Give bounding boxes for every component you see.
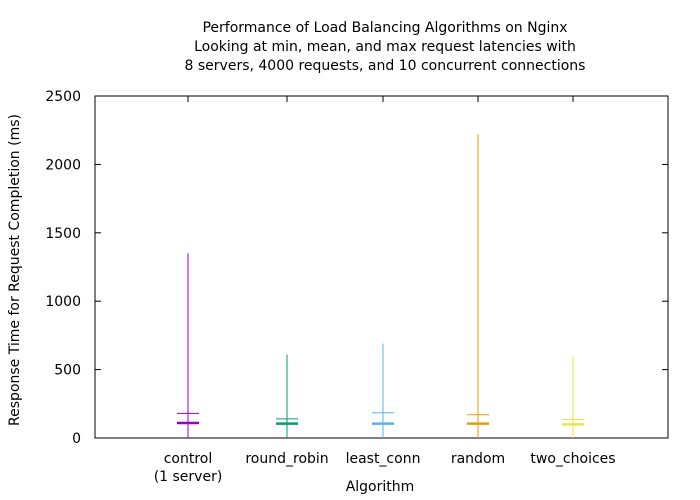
- x-tick-label: control: [164, 451, 213, 467]
- plot-frame: [94, 95, 669, 439]
- chart-title-line-3: 8 servers, 4000 requests, and 10 concurr…: [185, 58, 586, 74]
- chart-title-line-2: Looking at min, mean, and max request la…: [194, 39, 576, 55]
- x-tick-label: (1 server): [154, 469, 223, 485]
- y-tick-label: 1000: [45, 294, 81, 310]
- y-tick-label: 0: [72, 431, 81, 447]
- y-tick-label: 1500: [45, 226, 81, 242]
- candle-3: [467, 134, 489, 438]
- candle-1: [276, 354, 298, 438]
- x-axis-label: Algorithm: [346, 479, 415, 495]
- x-axis: control (1 server) round_robin least_conn ra…: [154, 96, 616, 485]
- x-tick-label: least_conn: [346, 451, 421, 467]
- x-tick-label: round_robin: [245, 451, 328, 467]
- y-axis-label: Response Time for Request Completion (ms…: [7, 114, 23, 426]
- y-tick-label: 2000: [45, 157, 81, 173]
- y-tick-label: 500: [54, 363, 81, 379]
- x-tick-label: two_choices: [530, 451, 615, 467]
- y-axis: 0 500 1000 1500 2000 2500: [45, 89, 668, 447]
- chart-title-line-1: Performance of Load Balancing Algorithms…: [202, 20, 567, 36]
- candle-2: [372, 343, 394, 438]
- candle-0: [177, 253, 199, 438]
- y-tick-label: 2500: [45, 89, 81, 105]
- candle-4: [562, 355, 584, 438]
- x-tick-label: random: [451, 451, 505, 467]
- plot-marks: [177, 134, 584, 438]
